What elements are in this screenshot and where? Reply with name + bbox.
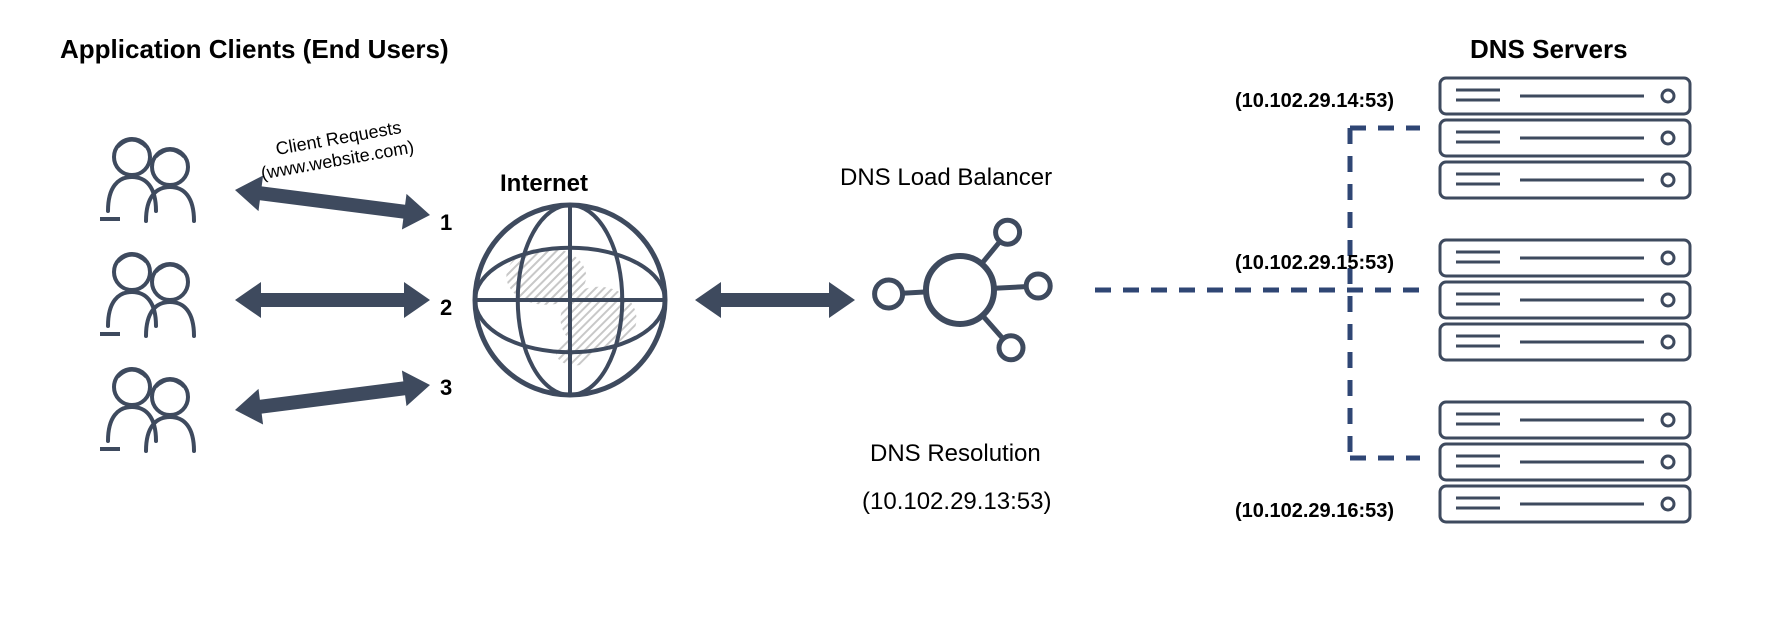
dns-servers-title: DNS Servers (1470, 34, 1628, 65)
server-stack-icon (1440, 402, 1690, 522)
clients-title: Application Clients (End Users) (60, 34, 449, 65)
double-arrow (695, 282, 855, 318)
internet-label: Internet (500, 170, 588, 198)
server-stack-icon (1440, 240, 1690, 360)
server-ip-1: (10.102.29.14:53) (1235, 90, 1394, 113)
users-icon (100, 254, 194, 336)
double-arrow (233, 367, 433, 428)
arrow-number-2: 2 (440, 295, 452, 321)
dns-resolution-ip: (10.102.29.13:53) (862, 488, 1051, 516)
arrow-number-1: 1 (440, 210, 452, 236)
dns-resolution-label: DNS Resolution (870, 440, 1041, 468)
double-arrow (235, 282, 430, 318)
server-ip-3: (10.102.29.16:53) (1235, 500, 1394, 523)
internet-globe-icon (475, 205, 665, 395)
diagram-canvas (0, 0, 1780, 620)
users-icon (100, 369, 194, 451)
arrow-number-3: 3 (440, 375, 452, 401)
load-balancer-icon (875, 220, 1051, 360)
server-stack-icon (1440, 78, 1690, 198)
load-balancer-label: DNS Load Balancer (840, 164, 1052, 192)
server-ip-2: (10.102.29.15:53) (1235, 252, 1394, 275)
users-icon (100, 139, 194, 221)
